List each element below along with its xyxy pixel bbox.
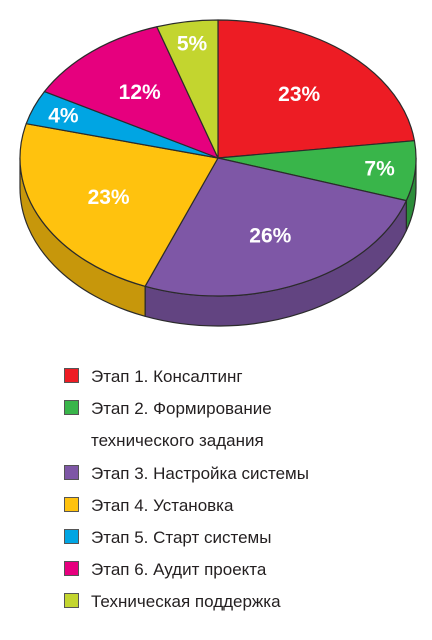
pie-slice-7 xyxy=(156,19,219,159)
legend-swatch-3 xyxy=(64,465,79,480)
legend-swatch-7 xyxy=(64,593,79,608)
pie-slice-4 xyxy=(19,123,219,287)
legend-swatch-4 xyxy=(64,497,79,512)
pie-top-faces xyxy=(19,19,417,297)
value-label-2: 7% xyxy=(364,158,395,181)
legend-item-1: Этап 1. Консалтинг xyxy=(64,366,371,387)
legend-label-3: Этап 3. Настройка системы xyxy=(91,464,309,483)
legend-swatch-5 xyxy=(64,529,79,544)
legend-item-4: Этап 4. Установка xyxy=(64,495,371,516)
legend-item-5: Этап 5. Старт системы xyxy=(64,527,371,548)
legend-swatch-2 xyxy=(64,400,79,415)
legend-label-2: Этап 2. Формирование технического задани… xyxy=(91,399,272,450)
legend-swatch-1 xyxy=(64,368,79,383)
value-label-6: 12% xyxy=(119,81,161,104)
pie-slice-6 xyxy=(43,26,219,159)
legend-label-5: Этап 5. Старт системы xyxy=(91,528,272,547)
legend-label-6: Этап 6. Аудит проекта xyxy=(91,560,267,579)
value-label-1: 23% xyxy=(278,83,320,106)
chart-legend: Этап 1. Консалтинг Этап 2. Формирование т… xyxy=(64,366,371,623)
legend-item-7: Техническая поддержка xyxy=(64,591,371,612)
legend-item-6: Этап 6. Аудит проекта xyxy=(64,559,371,580)
legend-label-1: Этап 1. Консалтинг xyxy=(91,367,243,386)
legend-swatch-6 xyxy=(64,561,79,576)
legend-item-3: Этап 3. Настройка системы xyxy=(64,463,371,484)
value-label-4: 23% xyxy=(88,186,130,209)
value-label-5: 4% xyxy=(48,104,79,127)
legend-item-2: Этап 2. Формирование технического задани… xyxy=(64,398,371,457)
pie-chart: 23% 7% 26% 23% 4% 12% 5% xyxy=(19,19,417,327)
value-label-7: 5% xyxy=(177,33,208,56)
value-label-3: 26% xyxy=(249,224,291,247)
pie-slice-3 xyxy=(144,157,407,297)
pie-value-labels: 23% 7% 26% 23% 4% 12% 5% xyxy=(48,33,395,248)
legend-label-7: Техническая поддержка xyxy=(91,592,281,611)
pie-slice-1 xyxy=(217,19,416,159)
legend-label-4: Этап 4. Установка xyxy=(91,496,234,515)
